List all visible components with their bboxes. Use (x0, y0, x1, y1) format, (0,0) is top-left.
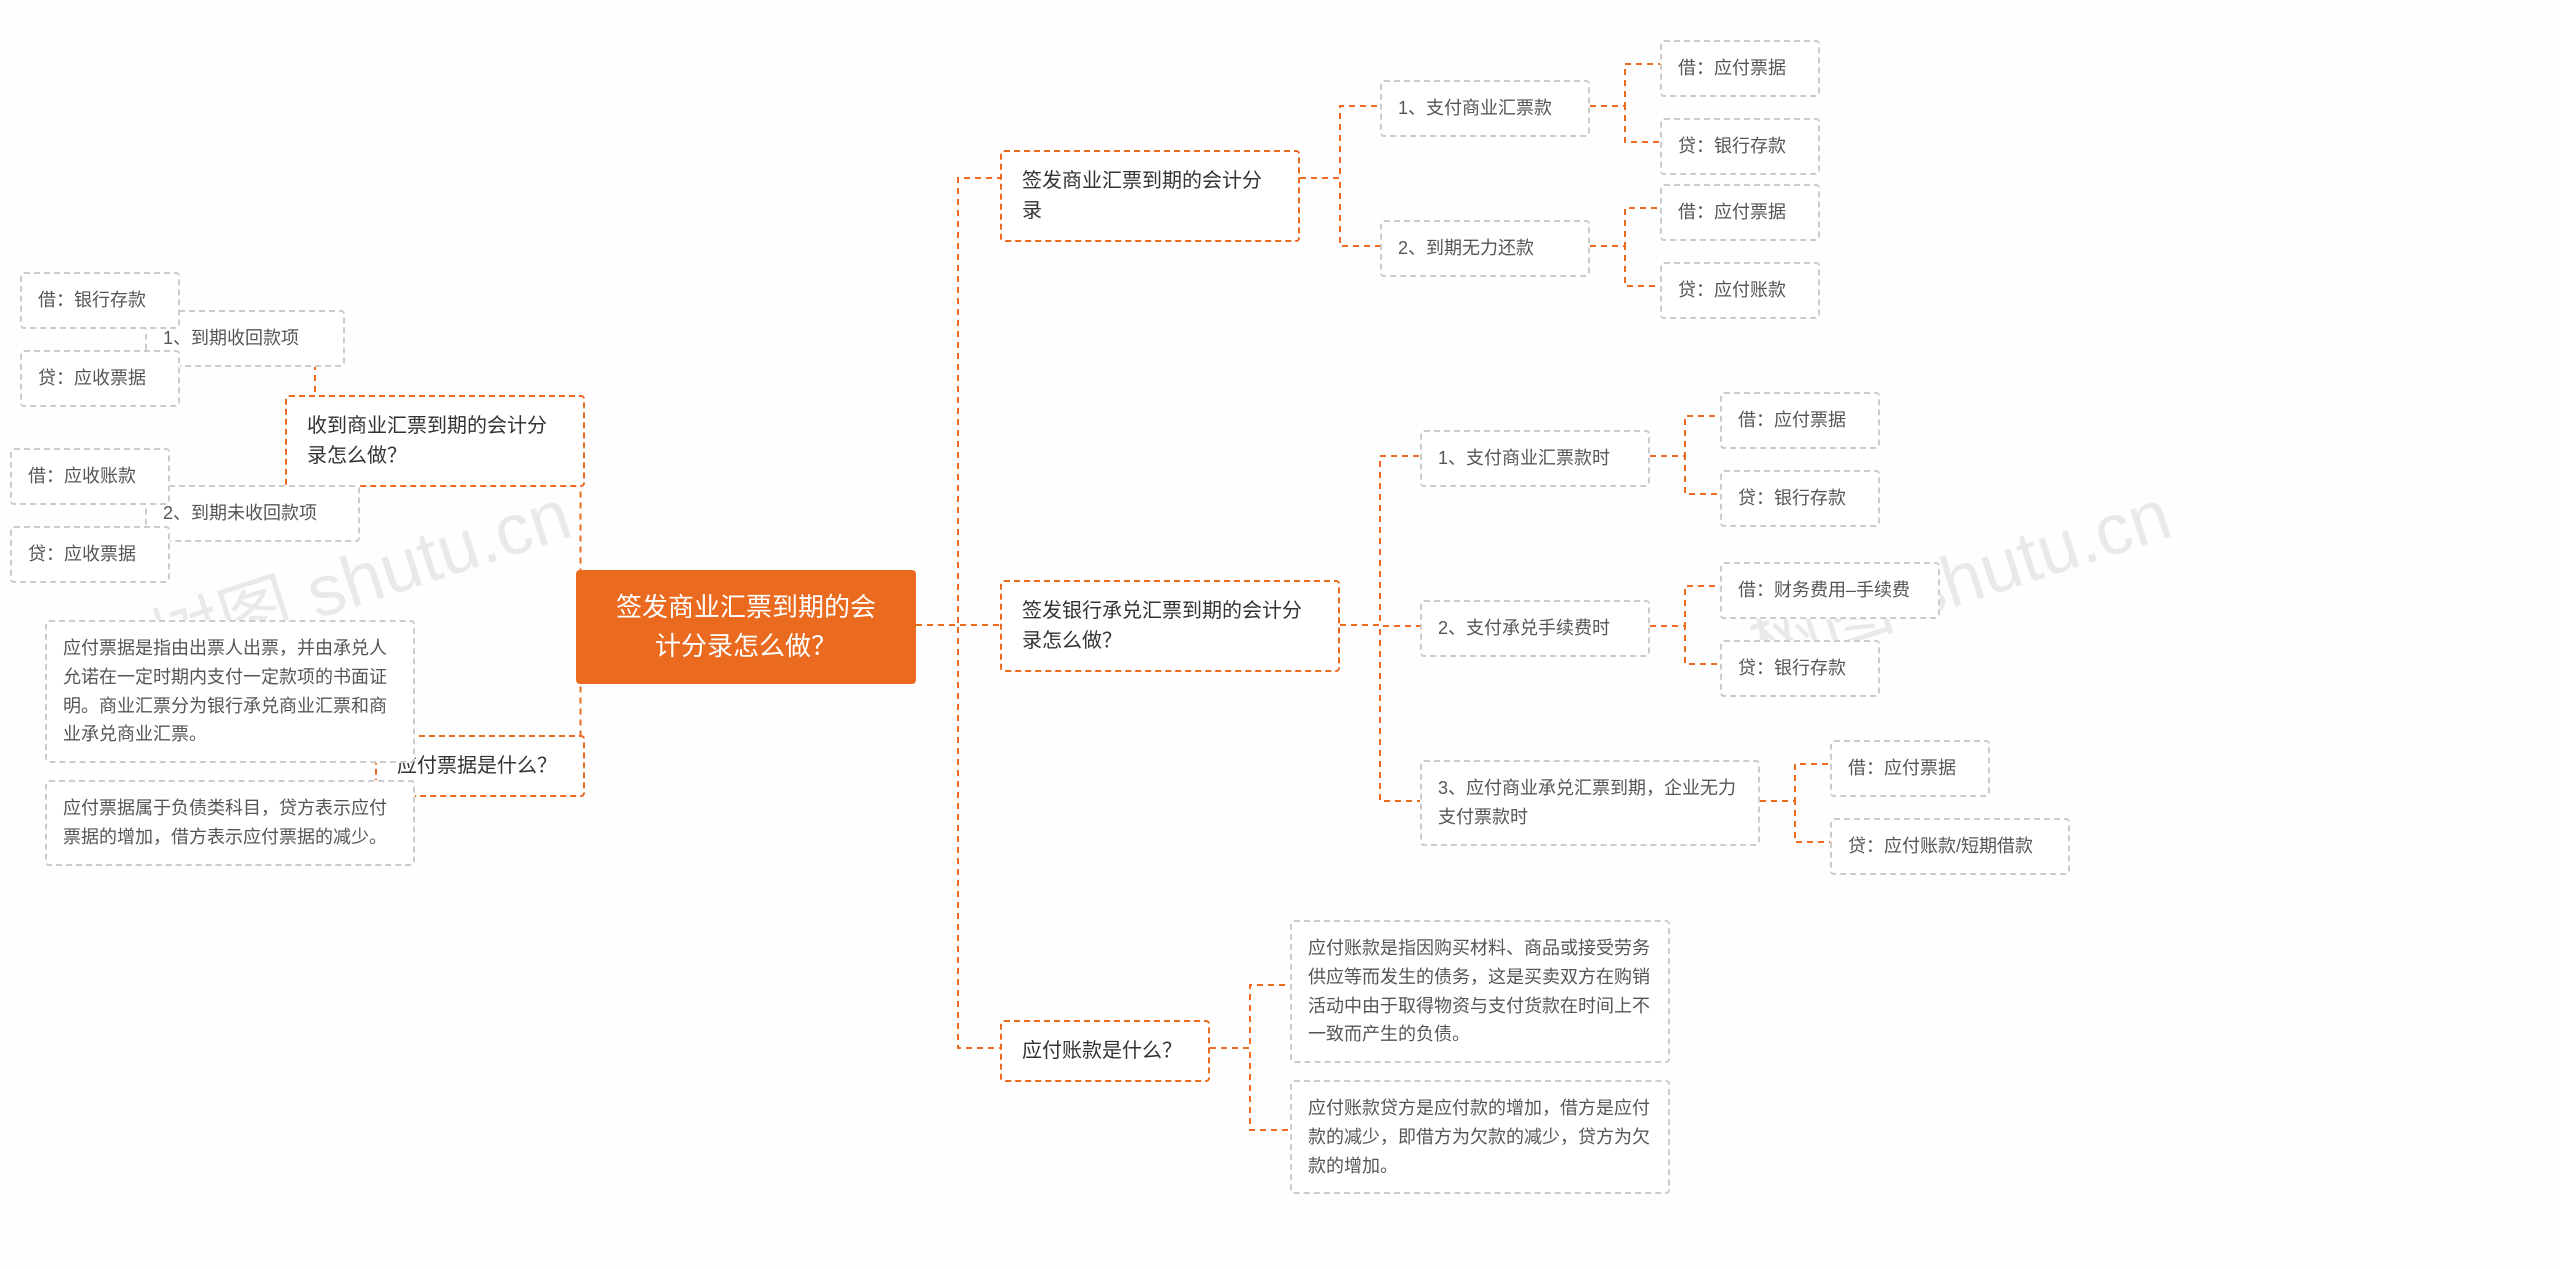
node-r2c: 3、应付商业承兑汇票到期，企业无力支付票款时 (1420, 760, 1760, 846)
node-r1b2: 贷：应付账款 (1660, 262, 1820, 319)
node-r1a2: 贷：银行存款 (1660, 118, 1820, 175)
node-l1b2: 贷：应收票据 (10, 526, 170, 583)
root-node: 签发商业汇票到期的会计分录怎么做？ (576, 570, 916, 684)
node-l1: 收到商业汇票到期的会计分录怎么做？ (285, 395, 585, 487)
node-r1b: 2、到期无力还款 (1380, 220, 1590, 277)
node-r2: 签发银行承兑汇票到期的会计分录怎么做？ (1000, 580, 1340, 672)
node-r3b: 应付账款贷方是应付款的增加，借方是应付款的减少，即借方为欠款的减少，贷方为欠款的… (1290, 1080, 1670, 1194)
node-r2b2: 贷：银行存款 (1720, 640, 1880, 697)
node-l1a1: 借：银行存款 (20, 272, 180, 329)
node-r2b: 2、支付承兑手续费时 (1420, 600, 1650, 657)
node-r3: 应付账款是什么？ (1000, 1020, 1210, 1082)
node-r2c2: 贷：应付账款/短期借款 (1830, 818, 2070, 875)
node-r2c1: 借：应付票据 (1830, 740, 1990, 797)
node-l2a: 应付票据是指由出票人出票，并由承兑人允诺在一定时期内支付一定款项的书面证明。商业… (45, 620, 415, 763)
node-r2a2: 贷：银行存款 (1720, 470, 1880, 527)
node-r3a: 应付账款是指因购买材料、商品或接受劳务供应等而发生的债务，这是买卖双方在购销活动… (1290, 920, 1670, 1063)
node-r1a1: 借：应付票据 (1660, 40, 1820, 97)
node-r2a: 1、支付商业汇票款时 (1420, 430, 1650, 487)
node-l1b1: 借：应收账款 (10, 448, 170, 505)
node-l2b: 应付票据属于负债类科目，贷方表示应付票据的增加，借方表示应付票据的减少。 (45, 780, 415, 866)
node-r2a1: 借：应付票据 (1720, 392, 1880, 449)
node-r1b1: 借：应付票据 (1660, 184, 1820, 241)
node-l1a2: 贷：应收票据 (20, 350, 180, 407)
node-r1a: 1、支付商业汇票款 (1380, 80, 1590, 137)
node-l1b: 2、到期未收回款项 (145, 485, 360, 542)
node-r2b1: 借：财务费用–手续费 (1720, 562, 1940, 619)
node-r1: 签发商业汇票到期的会计分录 (1000, 150, 1300, 242)
